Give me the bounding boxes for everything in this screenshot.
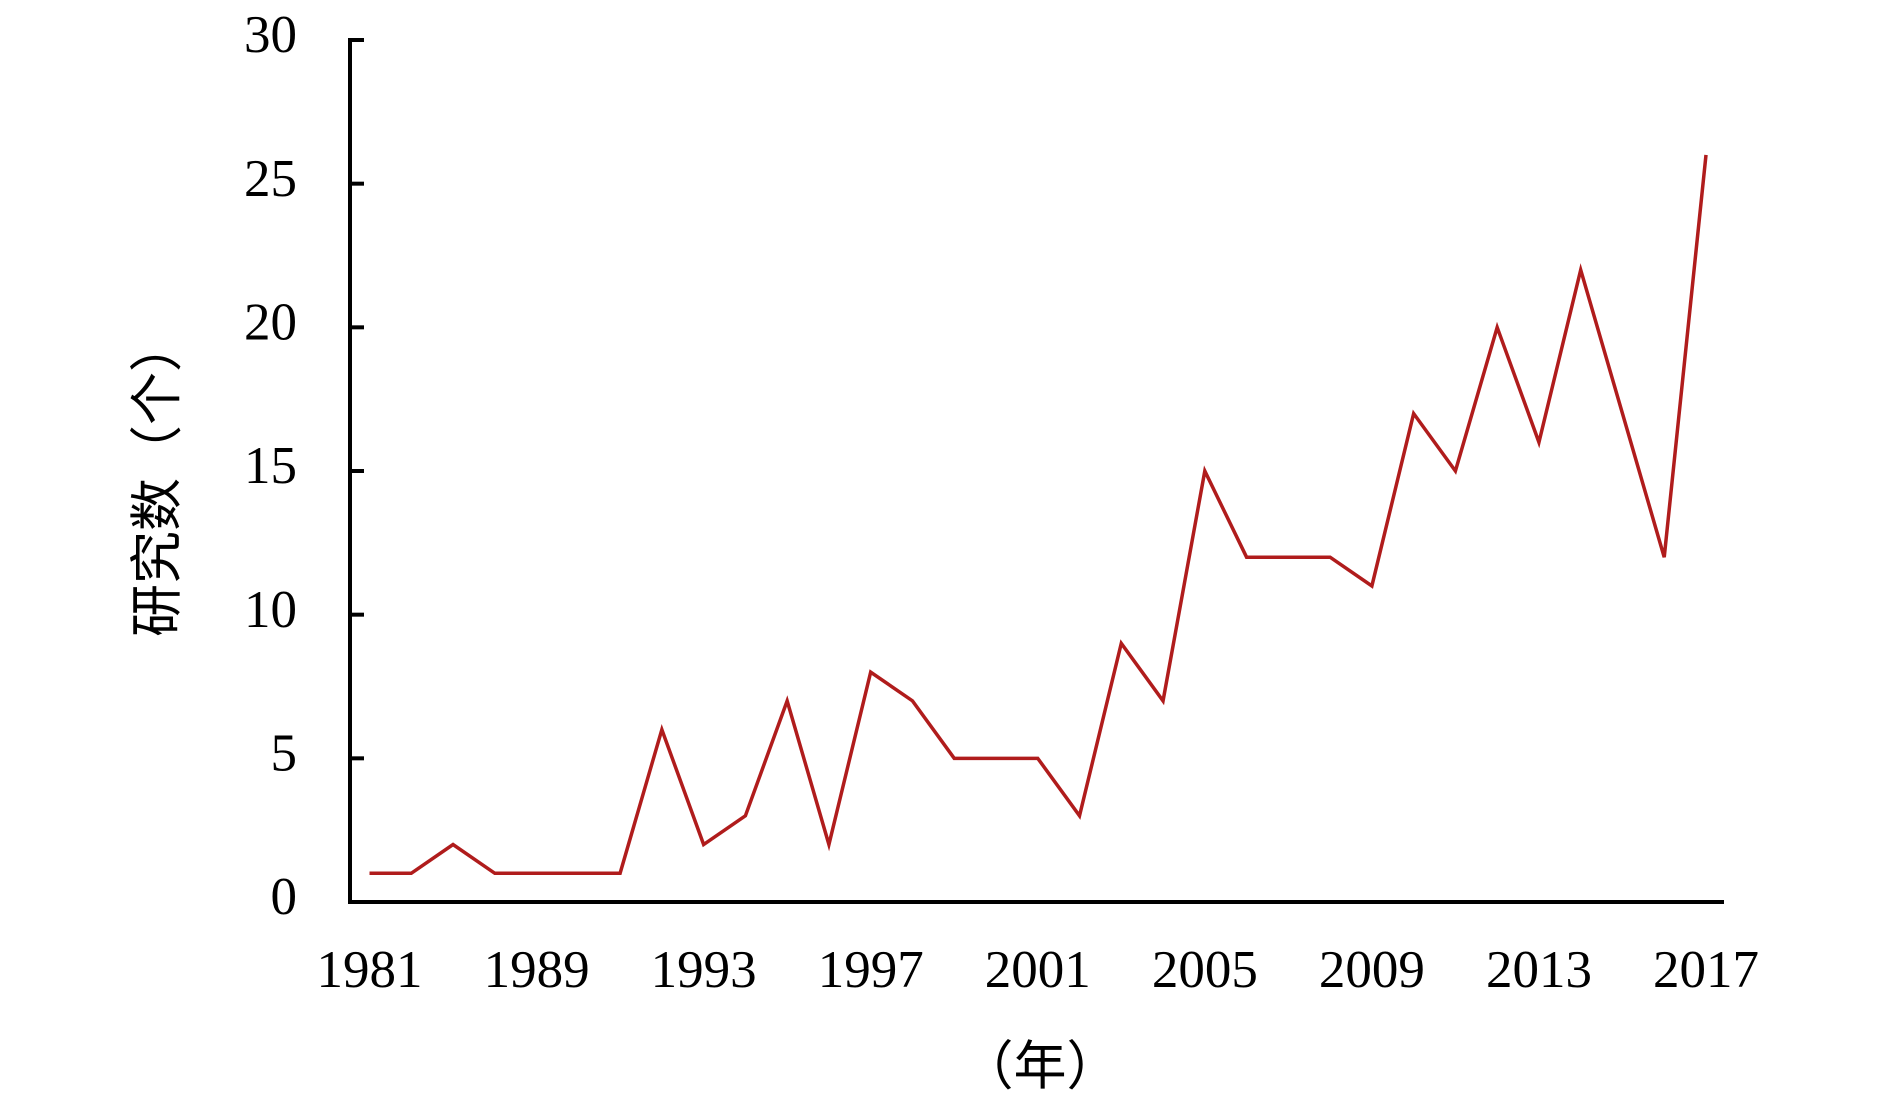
y-tick-label: 5 [271,724,298,782]
x-axis-label: （年） [961,1038,1120,1096]
x-tick-label: 2009 [1319,941,1425,999]
y-axis-label: 研究数（个） [129,319,187,637]
x-tick-label: 2005 [1152,941,1258,999]
x-tick-label: 1989 [484,941,590,999]
x-tick-label: 2001 [985,941,1091,999]
x-tick-label: 2017 [1653,941,1759,999]
data-line [369,154,1708,876]
y-tick-label: 25 [244,150,297,208]
x-tick-label: 1997 [818,941,924,999]
y-tick-label: 20 [244,293,297,351]
y-tick-label: 15 [244,437,297,495]
x-tick-label: 1981 [317,941,423,999]
y-tick-label: 30 [244,6,297,64]
x-tick-label: 1993 [651,941,757,999]
y-tick-label: 10 [244,581,297,639]
x-tick-label: 2013 [1486,941,1592,999]
y-tick-label: 0 [271,868,298,926]
